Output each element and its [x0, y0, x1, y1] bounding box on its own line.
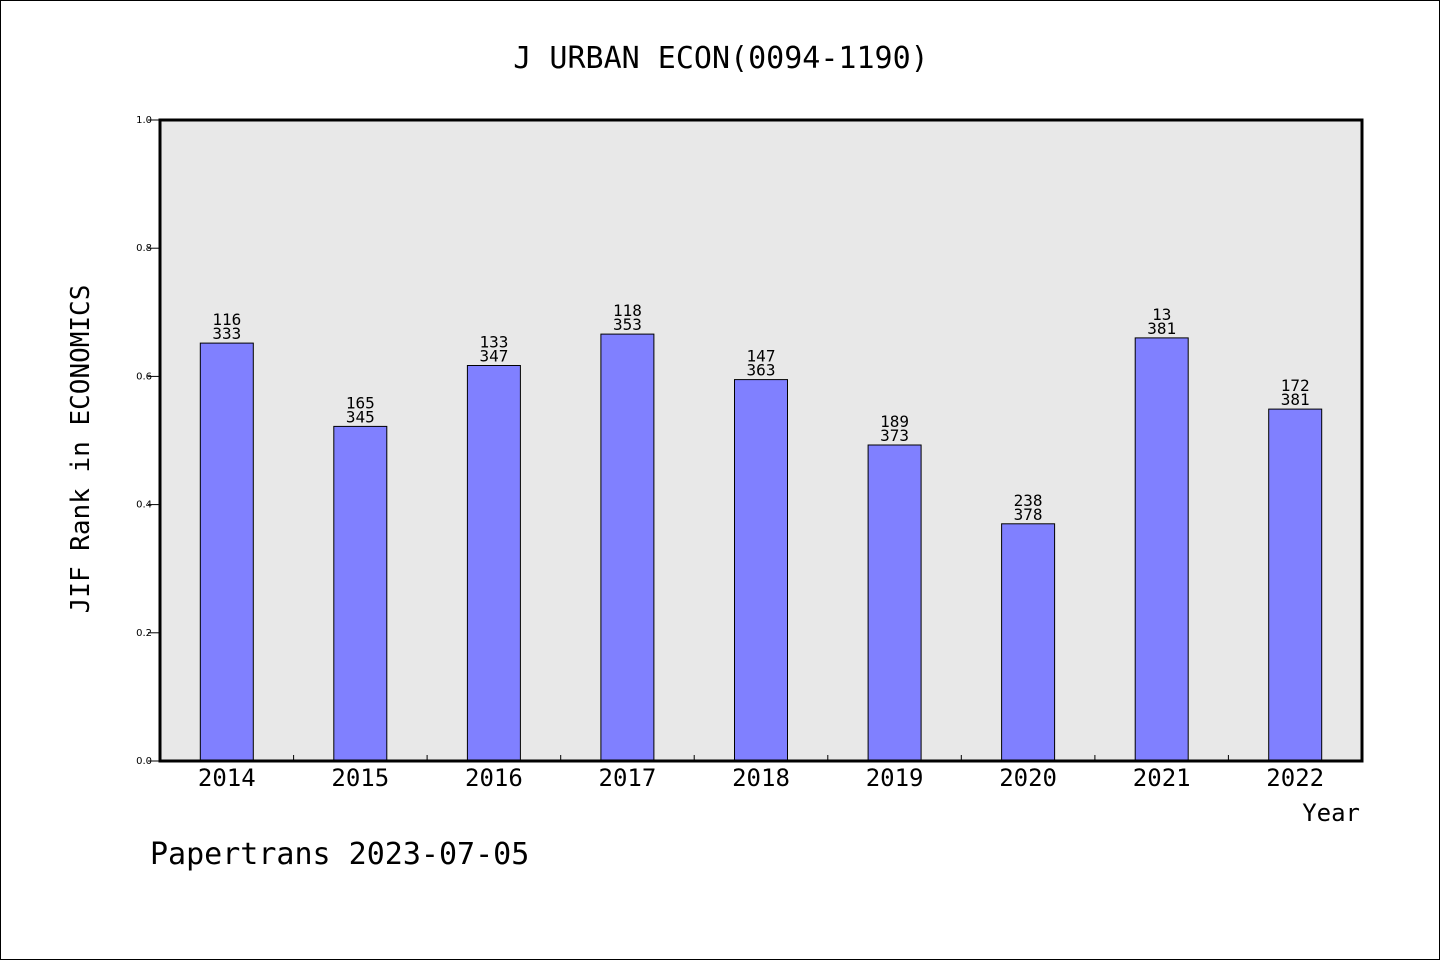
bar-label-bottom-2022: 381 — [1281, 390, 1310, 409]
x-tick-label-2014: 2014 — [198, 764, 256, 792]
bar-label-bottom-2019: 373 — [880, 426, 909, 445]
bar-label-bottom-2014: 333 — [212, 324, 241, 343]
bar-label-bottom-2021: 381 — [1147, 319, 1176, 338]
bar-2022 — [1268, 408, 1323, 762]
bar-2020 — [1001, 523, 1056, 762]
bar-label-top-2014: 116 — [212, 310, 241, 329]
bar-2017 — [600, 333, 655, 762]
bar-label-top-2021: 13 — [1152, 305, 1171, 324]
x-tick-group: 2014 2015 2016 2017 2018 2019 2020 2021 2022 — [198, 755, 1324, 792]
footer-credit: Papertrans 2023-07-05 — [150, 837, 529, 872]
bar-label-bottom-2017: 353 — [613, 315, 642, 334]
bar-label-bottom-2018: 363 — [747, 361, 776, 380]
y-tick-label-0.0: 0.0 — [136, 756, 152, 767]
bar-label-bottom-2020: 378 — [1014, 505, 1043, 524]
bar-label-bottom-2016: 347 — [479, 347, 508, 366]
x-tick-label-2017: 2017 — [599, 764, 657, 792]
x-axis-label: Year — [1302, 799, 1360, 827]
x-tick-label-2018: 2018 — [732, 764, 790, 792]
bar-label-top-2016: 133 — [479, 333, 508, 352]
x-tick-label-2015: 2015 — [331, 764, 389, 792]
x-tick-label-2020: 2020 — [999, 764, 1057, 792]
bar-2021 — [1134, 337, 1189, 762]
bar-label-top-2017: 118 — [613, 301, 642, 320]
chart-title: J URBAN ECON(0094-1190) — [513, 41, 928, 76]
bar-label-top-2022: 172 — [1281, 376, 1310, 395]
bar-group — [199, 333, 1323, 762]
x-tick-label-2016: 2016 — [465, 764, 523, 792]
data-label-group: 1163331653451333471183531473631893732383… — [212, 301, 1309, 524]
y-axis-label: JIF Rank in ECONOMICS — [66, 285, 96, 614]
bar-label-top-2019: 189 — [880, 412, 909, 431]
bar-2015 — [333, 425, 388, 762]
bar-2018 — [734, 379, 788, 762]
bar-2019 — [867, 444, 922, 762]
y-tick-group: 0.0 0.2 0.4 0.6 0.8 1.0 — [136, 115, 160, 767]
y-tick-label-0.4: 0.4 — [136, 500, 152, 511]
bar-2016 — [466, 365, 521, 762]
y-tick-label-0.6: 0.6 — [136, 371, 152, 382]
bar-label-top-2018: 147 — [747, 347, 776, 366]
bar-2014 — [199, 342, 254, 762]
bar-label-top-2020: 238 — [1014, 491, 1043, 510]
x-tick-label-2019: 2019 — [866, 764, 924, 792]
bar-label-top-2015: 165 — [346, 393, 375, 412]
bar-label-bottom-2015: 345 — [346, 407, 375, 426]
y-tick-label-1.0: 1.0 — [136, 115, 152, 126]
plot-border — [158, 118, 1364, 763]
y-tick-label-0.2: 0.2 — [136, 628, 152, 639]
x-tick-label-2022: 2022 — [1266, 764, 1324, 792]
x-tick-label-2021: 2021 — [1133, 764, 1191, 792]
y-tick-label-0.8: 0.8 — [136, 243, 152, 254]
